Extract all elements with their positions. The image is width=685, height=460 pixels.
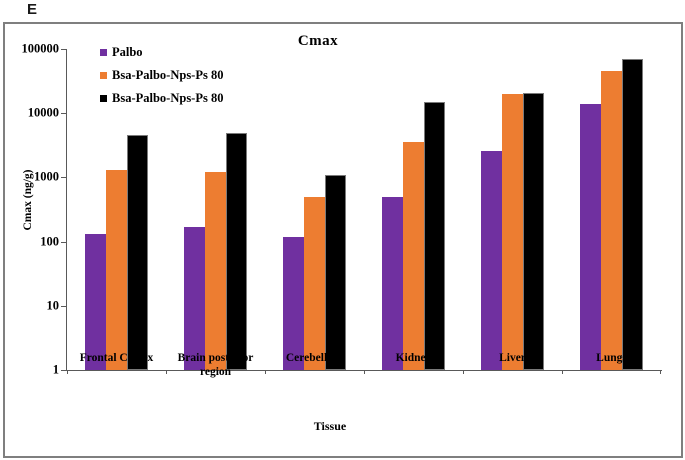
bar-bsa-palbo-nps-ps-80-kidney [424,101,445,370]
x-axis-tick [463,370,464,374]
y-axis-title: Cmax (ng/g) [22,169,34,231]
y-axis-tick-label: 10000 [27,105,59,120]
y-axis-tick [61,177,66,179]
x-axis-tick [166,370,167,374]
legend-item: Bsa-Palbo-Nps-Ps 80 [100,87,223,110]
x-axis-category-label: Cerebellum [285,352,344,364]
y-axis-tick [61,49,66,50]
bar-bsa-palbo-nps-ps-80-frontal-cortex [127,135,148,370]
bar-bsa-palbo-nps-ps-80-lungs [622,58,643,370]
y-axis-tick-label: 100000 [21,41,60,56]
bar-bsa-palbo-nps-ps-80-cerebellum [325,174,346,370]
x-axis-category-label: Liver [499,352,526,364]
bar-palbo-kidney [382,196,403,370]
bar-palbo-cerebellum [283,236,304,370]
panel-letter: E [27,1,38,18]
legend-label: Bsa-Palbo-Nps-Ps 80 [112,68,224,82]
x-axis-title: Tissue [313,419,347,433]
y-axis-tick [61,113,66,115]
y-axis-tick-label: 1 [52,362,59,377]
bar-bsa-palbo-nps-ps-80-cerebellum [304,196,325,370]
y-axis-tick-label: 10 [46,298,60,313]
bar-bsa-palbo-nps-ps-80-brain-posterior-region [226,133,247,370]
plot-area: 1 10 100 1000 10000 100000 [22,42,662,377]
legend-label: Palbo [112,45,143,59]
x-axis-tick [660,370,661,374]
bar-palbo-frontal-cortex [85,234,106,370]
x-axis-category-label: Lungs [596,352,627,364]
bar-palbo-liver [481,150,502,370]
bar-palbo-brain-posterior-region [184,226,205,370]
bar-bsa-palbo-nps-ps-80-brain-posterior-region [205,172,226,370]
bar-bsa-palbo-nps-ps-80-frontal-cortex [106,170,127,370]
legend-item: Palbo [100,41,223,64]
x-axis-tick [67,370,68,374]
legend-swatch-icon [100,72,107,79]
legend-item: Bsa-Palbo-Nps-Ps 80 [100,64,223,87]
x-axis-tick [562,370,563,374]
y-axis-tick [61,241,66,243]
y-axis-tick [61,370,66,371]
legend-label: Bsa-Palbo-Nps-Ps 80 [112,91,224,105]
legend-swatch-icon [100,95,107,102]
x-axis-category-label: Brain posterior region [177,352,254,379]
chart-area: Cmax Palbo Bsa-Palbo-Nps-Ps 80 Bsa-Palbo-N… [3,22,683,458]
x-axis-tick [364,370,365,374]
bar-bsa-palbo-nps-ps-80-kidney [403,141,424,370]
legend: Palbo Bsa-Palbo-Nps-Ps 80 Bsa-Palbo-Nps-Ps… [100,41,223,110]
bar-bsa-palbo-nps-ps-80-lungs [601,71,622,370]
bar-palbo-lungs [580,103,601,370]
y-axis-tick-label: 1000 [34,169,59,184]
bar-bsa-palbo-nps-ps-80-liver [523,92,544,370]
bar-bsa-palbo-nps-ps-80-liver [502,93,523,370]
x-axis-category-label: Frontal Cortex [79,352,154,364]
y-axis-tick [61,305,66,307]
y-axis-line [66,49,67,371]
y-axis-tick-label: 100 [40,234,59,249]
chart-title: Cmax [297,33,339,49]
x-axis-category-label: Kidney [395,352,432,364]
legend-swatch-icon [100,49,107,56]
x-axis-tick [265,370,266,374]
